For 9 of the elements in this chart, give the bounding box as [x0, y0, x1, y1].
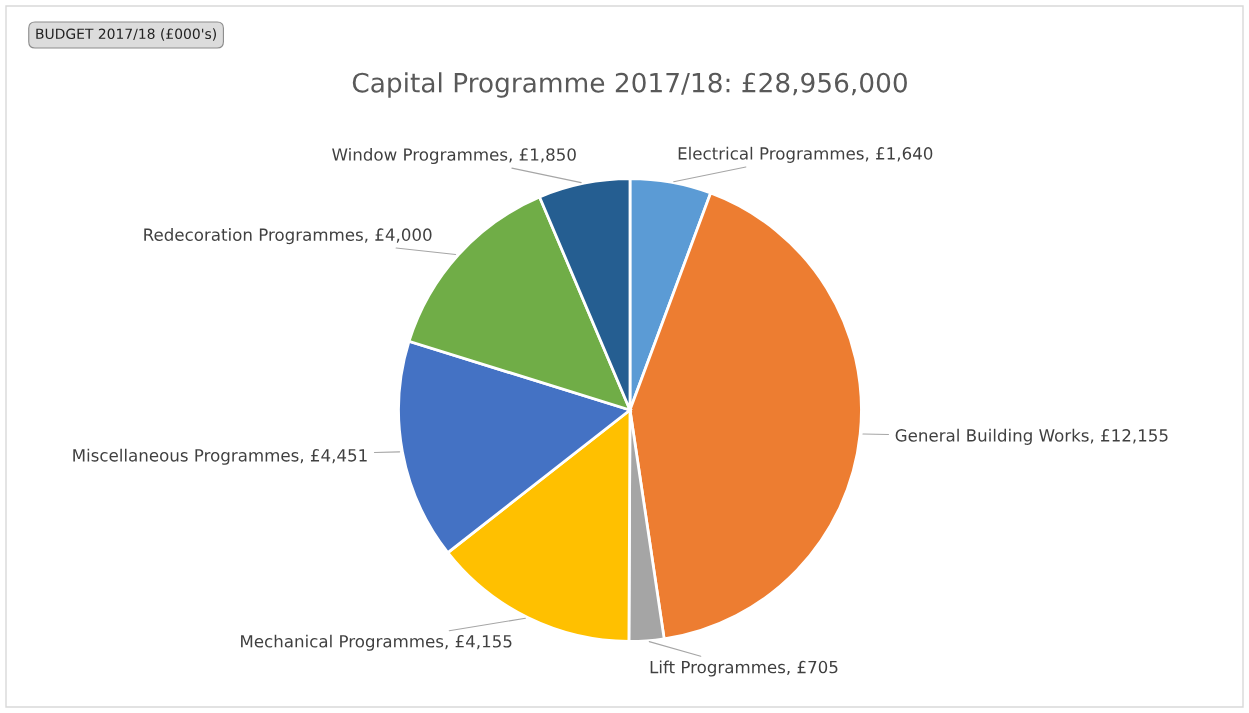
slice-label: Electrical Programmes, £1,640 — [678, 146, 933, 163]
slice-label: Lift Programmes, £705 — [650, 660, 838, 677]
slice-label: Window Programmes, £1,850 — [332, 147, 576, 165]
slice-label: General Building Works, £12,155 — [895, 428, 1168, 445]
chart-title: Capital Programme 2017/18: £28,956,000 — [352, 72, 907, 98]
slice-label: Redecoration Programmes, £4,000 — [144, 228, 432, 245]
slice-label: Miscellaneous Programmes, £4,451 — [73, 448, 367, 465]
slice-label: Mechanical Programmes, £4,155 — [241, 634, 512, 651]
text: BUDGET 2017/18 (£000's) — [36, 28, 216, 41]
